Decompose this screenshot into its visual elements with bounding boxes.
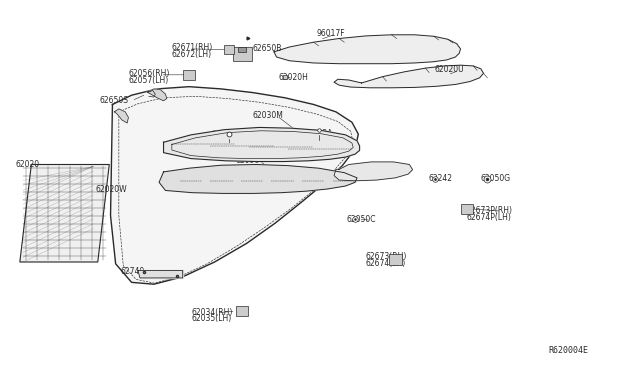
Text: 62056(RH): 62056(RH) (129, 69, 170, 78)
Polygon shape (274, 35, 461, 64)
Text: 62740: 62740 (121, 267, 145, 276)
Text: 62673P(RH): 62673P(RH) (467, 206, 513, 215)
Polygon shape (159, 164, 357, 193)
Polygon shape (138, 270, 182, 278)
Polygon shape (334, 162, 413, 181)
Polygon shape (461, 204, 472, 214)
Text: 62090: 62090 (236, 156, 260, 165)
Polygon shape (115, 109, 129, 123)
Text: 96017F: 96017F (316, 29, 345, 38)
Text: 62050E: 62050E (211, 130, 241, 140)
Polygon shape (236, 306, 248, 317)
Text: 62030M: 62030M (253, 111, 284, 120)
Text: 62020H: 62020H (278, 73, 308, 82)
Polygon shape (232, 47, 252, 61)
Polygon shape (111, 87, 358, 284)
Text: 62020: 62020 (15, 160, 40, 169)
Text: 62050C: 62050C (347, 215, 376, 224)
Text: 62242: 62242 (429, 174, 452, 183)
Text: 62035(LH): 62035(LH) (191, 314, 231, 323)
Polygon shape (147, 89, 167, 101)
Text: 62042A: 62042A (303, 129, 333, 138)
Text: 62673(RH): 62673(RH) (366, 252, 407, 261)
Text: 62020W: 62020W (95, 185, 127, 194)
Polygon shape (164, 128, 360, 161)
Polygon shape (334, 65, 483, 88)
Text: 62050G: 62050G (481, 174, 511, 183)
Text: 62034(RH): 62034(RH) (191, 308, 232, 317)
Text: 62650B: 62650B (253, 44, 282, 53)
Text: 62672(LH): 62672(LH) (172, 49, 212, 58)
Text: 62057(LH): 62057(LH) (129, 76, 169, 84)
Text: 62674(LH): 62674(LH) (366, 259, 406, 267)
Polygon shape (238, 47, 246, 52)
Text: 62296: 62296 (357, 163, 381, 171)
Polygon shape (224, 45, 234, 54)
Text: R620004E: R620004E (548, 346, 589, 355)
Polygon shape (183, 70, 195, 80)
Text: 62650S: 62650S (100, 96, 129, 105)
Polygon shape (20, 164, 109, 262)
Text: 62671(RH): 62671(RH) (172, 43, 213, 52)
Text: 62020U: 62020U (435, 65, 465, 74)
Text: 62674P(LH): 62674P(LH) (467, 213, 512, 222)
Polygon shape (389, 254, 402, 264)
